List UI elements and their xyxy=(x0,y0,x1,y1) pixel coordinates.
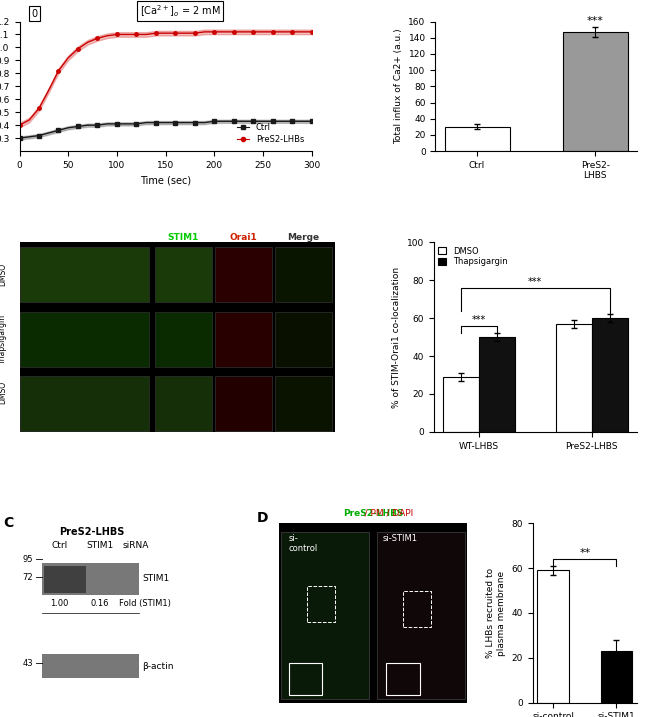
Legend: DMSO, Thapsigargin: DMSO, Thapsigargin xyxy=(437,247,507,266)
Text: Ctrl: Ctrl xyxy=(51,541,68,550)
Bar xyxy=(563,32,628,151)
Text: D: D xyxy=(257,511,268,525)
Bar xyxy=(42,654,138,678)
Bar xyxy=(215,312,272,366)
Text: PreS2-LHBS: PreS2-LHBS xyxy=(343,509,403,518)
Bar xyxy=(215,376,272,431)
Bar xyxy=(538,570,569,703)
Bar xyxy=(20,247,149,302)
Bar xyxy=(155,376,212,431)
Y-axis label: % LHBs recruited to
plasma membrane: % LHBs recruited to plasma membrane xyxy=(486,568,506,658)
Text: STIM1: STIM1 xyxy=(142,574,169,584)
Bar xyxy=(377,532,465,699)
Bar xyxy=(155,312,212,366)
Text: STIM1: STIM1 xyxy=(86,541,114,550)
Bar xyxy=(281,532,369,699)
Text: 95: 95 xyxy=(23,555,33,564)
Y-axis label: % of STIM-Orai1 co-localization: % of STIM-Orai1 co-localization xyxy=(392,267,401,408)
Bar xyxy=(556,324,592,432)
Text: Fold (STIM1): Fold (STIM1) xyxy=(120,599,171,607)
Text: DMSO: DMSO xyxy=(0,263,7,286)
Text: 72: 72 xyxy=(23,573,33,581)
Text: β-actin: β-actin xyxy=(142,663,174,671)
Bar xyxy=(215,247,272,302)
Bar xyxy=(155,247,212,302)
Bar xyxy=(403,592,431,627)
Text: ***: *** xyxy=(587,16,604,26)
Bar xyxy=(44,566,86,593)
X-axis label: Time (sec): Time (sec) xyxy=(140,176,191,186)
Bar xyxy=(20,312,149,366)
Text: Orai1: Orai1 xyxy=(229,234,257,242)
Bar xyxy=(20,376,149,431)
Text: 1.00: 1.00 xyxy=(51,599,69,607)
Text: C: C xyxy=(3,516,14,530)
Bar xyxy=(386,663,420,695)
Text: si-
control: si- control xyxy=(289,534,318,554)
Text: / PM / DAPI: / PM / DAPI xyxy=(333,509,413,518)
Bar xyxy=(275,247,332,302)
Bar xyxy=(443,377,479,432)
Text: si-STIM1: si-STIM1 xyxy=(382,534,417,543)
Bar xyxy=(592,318,628,432)
Text: **: ** xyxy=(579,548,590,558)
Legend: Ctrl, PreS2-LHBs: Ctrl, PreS2-LHBs xyxy=(233,120,307,147)
Text: 0.16: 0.16 xyxy=(91,599,109,607)
Text: 0: 0 xyxy=(31,9,37,19)
Bar xyxy=(601,651,632,703)
Text: PreS2-LHBS
DMSO: PreS2-LHBS DMSO xyxy=(0,381,7,426)
Bar xyxy=(479,337,515,432)
Text: ***: *** xyxy=(472,315,486,325)
Text: ***: *** xyxy=(528,277,542,287)
Bar xyxy=(289,663,322,695)
Text: Merge: Merge xyxy=(287,234,319,242)
Text: siRNA: siRNA xyxy=(122,541,149,550)
Bar xyxy=(275,312,332,366)
Text: STIM1: STIM1 xyxy=(168,234,199,242)
Text: PreS2-LHBS: PreS2-LHBS xyxy=(59,527,125,537)
Text: [Ca$^{2+}$]$_o$ = 2 mM: [Ca$^{2+}$]$_o$ = 2 mM xyxy=(140,4,221,19)
Bar xyxy=(275,376,332,431)
Y-axis label: Total influx of Ca2+ (a.u.): Total influx of Ca2+ (a.u.) xyxy=(394,29,403,144)
Bar xyxy=(42,563,138,595)
Text: Thapsigargin: Thapsigargin xyxy=(0,314,7,364)
Bar xyxy=(307,586,335,622)
Bar xyxy=(445,127,510,151)
Text: 43: 43 xyxy=(23,659,33,668)
